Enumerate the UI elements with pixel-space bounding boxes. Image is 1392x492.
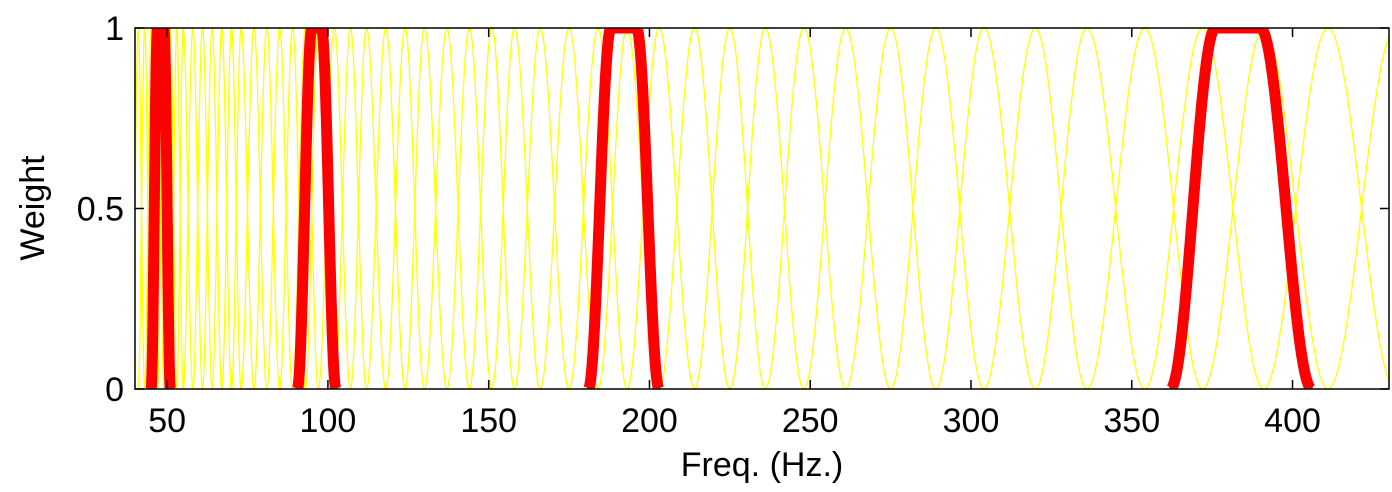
- filter-curve: [803, 28, 891, 389]
- filter-curve: [201, 28, 223, 389]
- filter-curve: [513, 28, 570, 389]
- highlighted-filters: [145, 28, 1316, 389]
- x-tick-label: 50: [148, 402, 186, 440]
- filter-curve: [385, 28, 425, 389]
- filter-curve: [845, 28, 936, 389]
- filter-curve: [333, 28, 368, 389]
- x-tick-label: 400: [1264, 402, 1321, 440]
- filter-curve: [211, 28, 233, 389]
- filter-curve: [365, 28, 406, 389]
- filter-curve: [658, 28, 731, 389]
- y-axis-label: Weight: [14, 155, 52, 261]
- filter-curve: [182, 28, 204, 389]
- filter-curve: [491, 28, 541, 389]
- highlighted-filter-line: [1166, 28, 1316, 389]
- filter-curve: [253, 28, 281, 389]
- x-tick-label: 250: [782, 402, 839, 440]
- filter-curve: [230, 28, 255, 389]
- filter-curve: [1144, 28, 1264, 389]
- filter-curve: [1034, 28, 1145, 389]
- filter-curve: [626, 28, 695, 389]
- filter-curve: [764, 28, 846, 389]
- filter-curve: [983, 28, 1088, 389]
- y-tick-label: 0: [105, 371, 124, 409]
- filter-curve: [539, 28, 599, 389]
- filter-curve: [404, 28, 448, 389]
- filter-curve: [1263, 28, 1389, 389]
- x-tick-label: 350: [1103, 402, 1160, 440]
- x-tick-label: 300: [943, 402, 1000, 440]
- filter-curve: [568, 28, 628, 389]
- x-tick-label: 100: [300, 402, 357, 440]
- filter-curve: [423, 28, 470, 389]
- filter-curve: [1327, 34, 1389, 389]
- y-tick-label: 0.5: [77, 191, 124, 229]
- filter-curve: [240, 28, 268, 389]
- filter-curve: [221, 28, 242, 389]
- filter-curve: [176, 28, 194, 389]
- filter-curve: [1202, 28, 1329, 389]
- filter-curve: [935, 28, 1036, 389]
- filter-curve: [468, 28, 515, 389]
- x-tick-label: 150: [460, 402, 517, 440]
- x-axis-label: Freq. (Hz.): [681, 446, 843, 484]
- filter-curve: [890, 28, 985, 389]
- filter-curve: [266, 28, 294, 389]
- axis-ticks: 50 100 150 200 250 300 350 400 0 0.5 1: [77, 10, 1389, 440]
- highlighted-filter-line: [145, 28, 176, 389]
- filter-curve: [349, 28, 387, 389]
- y-tick-label: 1: [105, 10, 124, 48]
- filter-curve: [446, 28, 493, 389]
- highlighted-filter-line: [292, 28, 341, 389]
- filter-curve: [135, 28, 146, 389]
- filter-curve: [317, 28, 352, 389]
- filter-curve: [729, 28, 805, 389]
- x-tick-label: 200: [621, 402, 678, 440]
- filter-curve: [694, 28, 766, 389]
- highlighted-filter-line: [583, 28, 664, 389]
- filter-curve: [192, 28, 213, 389]
- filter-bank-curves: [135, 28, 1389, 389]
